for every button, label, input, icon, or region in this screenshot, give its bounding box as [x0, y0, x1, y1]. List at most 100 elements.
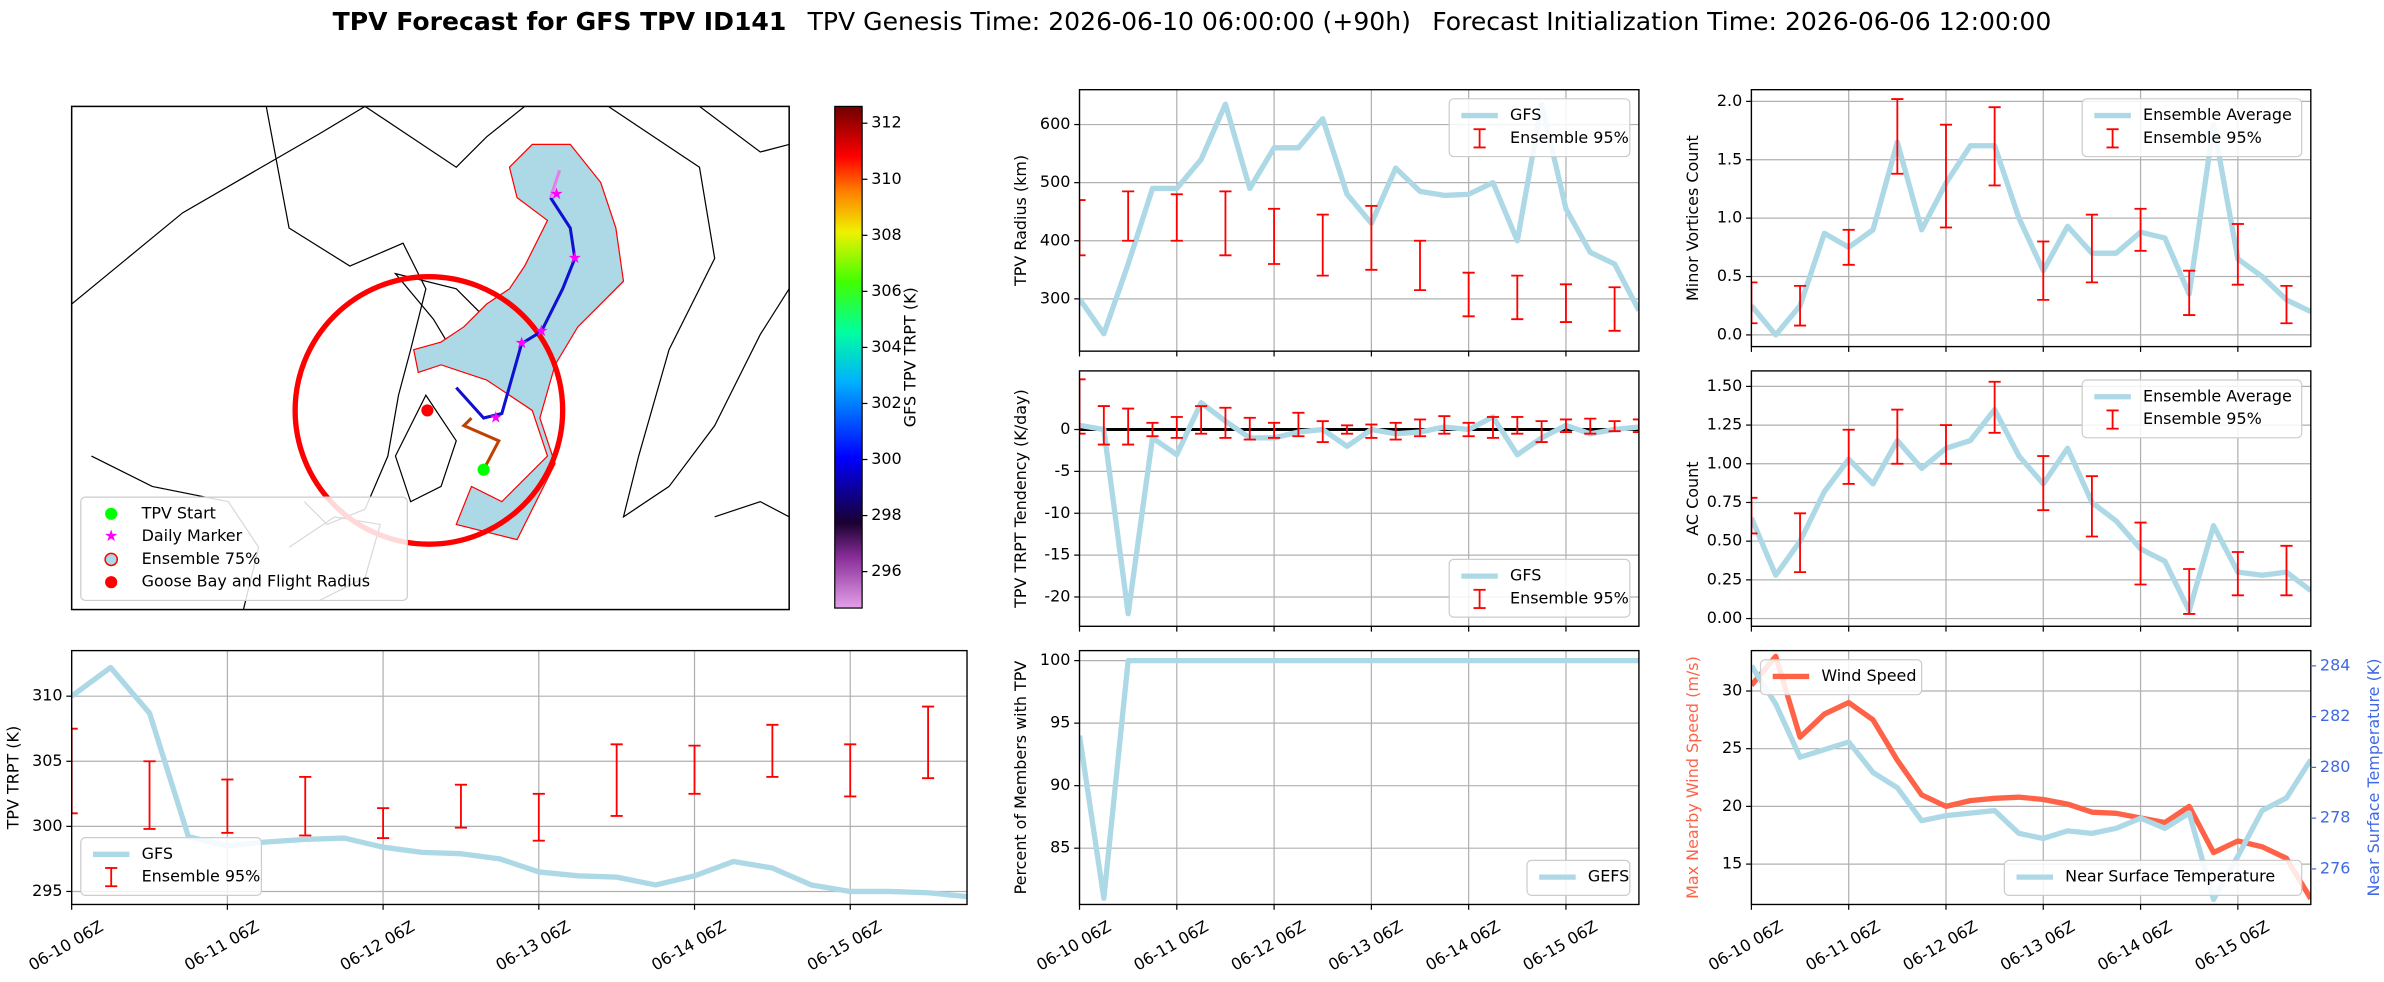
coastline: [699, 106, 790, 153]
legend-label: Ensemble Average: [2143, 386, 2292, 405]
y2-tick-label: 282: [2320, 706, 2350, 725]
error-bar: [766, 723, 779, 778]
legend-label: Ensemble 75%: [142, 549, 261, 568]
legend: GFS Ensemble 95%: [1448, 558, 1631, 618]
legend: GFS Ensemble 95%: [80, 836, 262, 896]
error-bar: [1170, 193, 1183, 242]
legend-label: GEFS: [1588, 867, 1629, 886]
x-tick-label: 06-11 06Z: [181, 917, 262, 975]
y-tick-label: 1.00: [1707, 453, 1743, 472]
legend-label: Ensemble Average: [2143, 105, 2292, 124]
x-tick-label: 06-13 06Z: [492, 917, 573, 975]
x-tick-label: 06-12 06Z: [337, 917, 418, 975]
track: [455, 196, 577, 420]
y-tick-label: 0: [1060, 419, 1070, 438]
error-bar: [1122, 190, 1135, 242]
error-bar: [1316, 420, 1329, 443]
error-bar: [1462, 421, 1475, 438]
series-line: [1079, 657, 1639, 901]
x-tick-label: 06-10 06Z: [25, 917, 106, 975]
error-bar: [1268, 421, 1281, 439]
error-bar: [143, 760, 156, 830]
legend: TPV Start ★ Daily Marker Ensemble 75% Goose …: [80, 496, 408, 602]
legend: GFS Ensemble 95%: [1448, 98, 1631, 158]
error-bar: [1413, 239, 1427, 292]
error-bar: [1243, 416, 1256, 441]
error-bar: [1608, 286, 1621, 332]
x-tick-label: 06-12 06Z: [1228, 917, 1309, 975]
x-tick-label: 06-15 06Z: [804, 917, 885, 975]
legend-label: Ensemble 95%: [142, 867, 261, 886]
y2-tick-label: 284: [2320, 655, 2350, 674]
error-bar: [1939, 123, 1953, 229]
x-tick-label: 06-11 06Z: [1802, 917, 1883, 975]
colorbar-tick-label: 302: [871, 393, 901, 412]
plot-frame: [1078, 89, 1640, 352]
error-bar: [1793, 284, 1807, 327]
legend: Ensemble Average Ensemble 95%: [2081, 98, 2303, 158]
y-tick-label: 1.0: [1717, 208, 1742, 227]
y2-axis-label: Near Surface Temperature (K): [2364, 659, 2383, 897]
y2-tick-label: 278: [2320, 808, 2350, 827]
error-bar: [688, 744, 701, 795]
error-bar: [1365, 204, 1378, 271]
error-bar: [299, 775, 312, 837]
error-bar: [2085, 475, 2098, 538]
error-bar: [377, 807, 390, 839]
y-tick-label: 90: [1050, 775, 1070, 794]
series-line: [1751, 406, 2311, 614]
error-bar: [922, 705, 935, 780]
y-tick-label: 0.5: [1717, 266, 1742, 285]
error-bar: [1511, 274, 1524, 321]
legend-swatch: [104, 552, 119, 567]
daily-markers: ★ ★ ★ ★ ★: [489, 184, 582, 426]
error-bar: [1079, 378, 1086, 435]
y-tick-label: 1.50: [1707, 376, 1743, 395]
error-bar: [1122, 407, 1135, 446]
legend-box: [1526, 859, 1631, 896]
error-bar: [2037, 240, 2050, 301]
y-tick-label: 2.0: [1717, 91, 1742, 110]
y-tick-label: 295: [32, 881, 62, 900]
x-tick-label: 06-13 06Z: [1997, 917, 2078, 975]
star-marker: ★: [489, 408, 503, 427]
error-bar: [1939, 424, 1953, 465]
colorbar-tick-label: 306: [871, 281, 901, 300]
colorbar-tick-label: 304: [871, 337, 901, 356]
y-tick-label: 300: [1040, 288, 1070, 307]
legend: Ensemble Average Ensemble 95%: [2081, 379, 2303, 439]
legend-swatch: [105, 576, 118, 589]
error-bar: [1608, 420, 1621, 433]
error-bar: [1219, 406, 1232, 439]
y-tick-label: 600: [1040, 114, 1070, 133]
error-bar: [1316, 213, 1329, 277]
legend-box: [2081, 98, 2303, 158]
y-tick-label: 85: [1050, 838, 1070, 857]
y-tick-label: 500: [1040, 172, 1070, 191]
title-init: Forecast Initialization Time: 2026-06-06…: [1432, 7, 2051, 36]
error-bar: [2183, 269, 2196, 316]
error-bar: [2280, 284, 2293, 325]
y-axis-label: Minor Vortices Count: [1683, 135, 1702, 301]
legend-box: [1759, 659, 1923, 696]
legend-label: Ensemble 95%: [1510, 128, 1629, 147]
track: [549, 169, 562, 199]
legend: Near Surface Temperature: [2003, 859, 2303, 896]
star-marker: ★: [549, 184, 563, 203]
plot-frame: [70, 649, 968, 906]
legend-label: GFS: [142, 844, 173, 863]
error-bar: [2134, 207, 2147, 252]
y-tick-label: 0.50: [1707, 531, 1743, 550]
y-axis-label: Percent of Members with TPV: [1011, 661, 1030, 895]
error-bar: [1559, 283, 1573, 324]
error-bar: [1891, 98, 1904, 175]
y-tick-label: 100: [1040, 650, 1070, 669]
y-tick-label: 0.00: [1707, 608, 1743, 627]
error-bar: [1365, 423, 1378, 439]
y-tick-label: 95: [1050, 713, 1070, 732]
error-bar: [1097, 405, 1110, 446]
error-bar: [1842, 228, 1855, 266]
y-tick-label: 15: [1722, 854, 1742, 873]
star-marker: ★: [514, 333, 528, 352]
